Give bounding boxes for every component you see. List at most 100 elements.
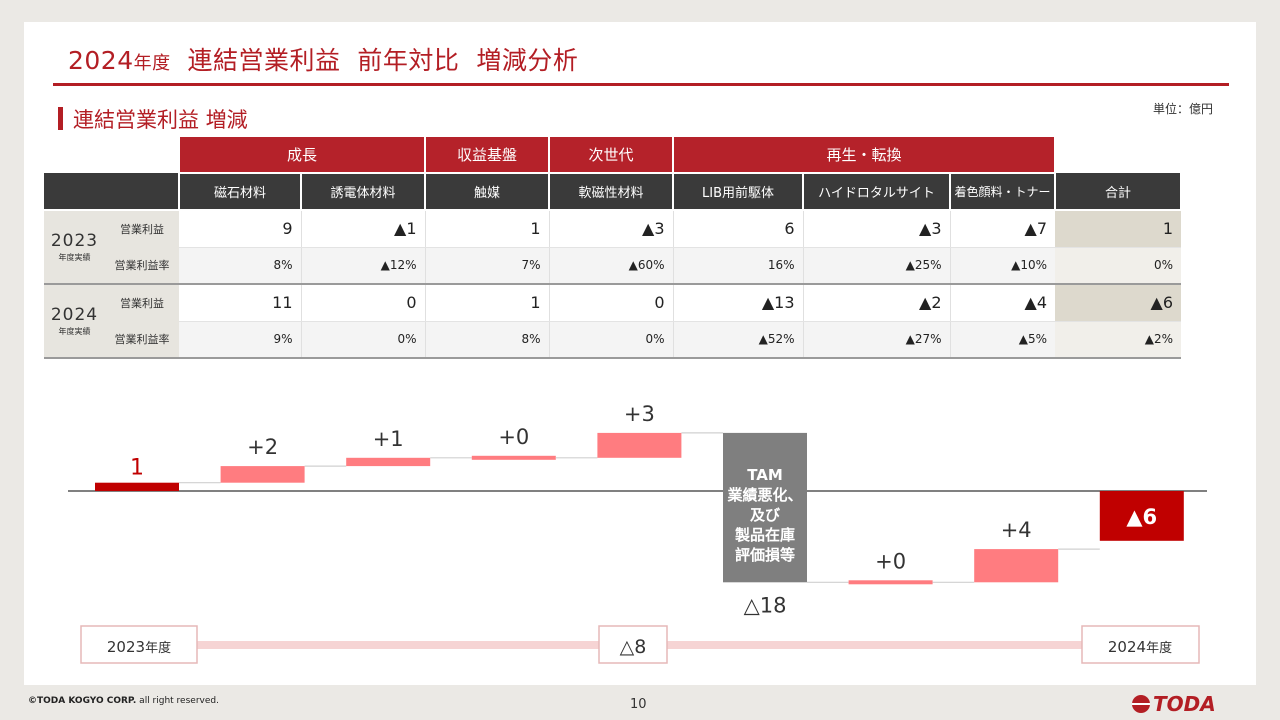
table-cell-total: 1 [1055, 210, 1182, 248]
column-header: 磁石材料 [178, 173, 302, 211]
table-cell: ▲5% [949, 321, 1056, 359]
table-cell: 8% [424, 321, 550, 359]
row-label: 営業利益率 [105, 247, 179, 285]
period-end-box [1081, 625, 1200, 664]
period-start-box [80, 625, 198, 664]
table-cell-total: 0% [1055, 247, 1182, 285]
section-heading: 連結営業利益 増減 [58, 104, 248, 134]
copyright-suffix: all right reserved. [136, 696, 219, 706]
table-cell: ▲1 [300, 210, 426, 248]
table-cell: 0 [548, 284, 674, 322]
bar-annotation: 及び [750, 506, 780, 524]
waterfall-bar [220, 466, 305, 483]
waterfall-bar [974, 549, 1059, 583]
bar-annotation: 製品在庫 [734, 526, 795, 544]
category-earnings-base: 収益基盤 [424, 135, 551, 174]
table-cell: 9% [179, 321, 301, 359]
column-header: 誘電体材料 [299, 173, 427, 211]
column-header: 触媒 [424, 173, 551, 211]
data-label: +0 [498, 425, 529, 449]
section-title: 連結営業利益 増減 [73, 108, 248, 132]
category-restructure: 再生・転換 [672, 135, 1057, 174]
bar-annotation: TAM [747, 466, 783, 484]
waterfall-bar [95, 482, 179, 491]
table-cell: 1 [424, 284, 550, 322]
row-label: 営業利益率 [105, 321, 179, 359]
data-label: +0 [875, 549, 906, 573]
title-year: 2024 [68, 46, 134, 75]
waterfall-bar [471, 455, 556, 460]
page-number: 10 [630, 697, 647, 712]
toda-logo: TODA [1132, 692, 1216, 716]
copyright: ©TODA KOGYO CORP. all right reserved. [28, 696, 219, 706]
data-label: +4 [1001, 518, 1032, 542]
waterfall-bar [1099, 491, 1184, 541]
waterfall-bar [848, 580, 933, 585]
data-label: 1 [130, 456, 144, 481]
column-header: 着色顔料・トナー [949, 173, 1057, 211]
change-box [598, 625, 668, 664]
table-cell: ▲60% [548, 247, 674, 285]
row-label: 営業利益 [105, 210, 179, 247]
waterfall-bar [723, 432, 807, 583]
waterfall-bar [346, 457, 431, 467]
copyright-company: ©TODA KOGYO CORP. [28, 696, 137, 706]
year-cell-2023: 2023 年度実績 [44, 210, 105, 285]
table-cell: ▲25% [802, 247, 951, 285]
table-cell: ▲10% [949, 247, 1056, 285]
table-cell: 0 [300, 284, 426, 322]
title-year-suffix: 年度 [133, 53, 171, 74]
year-label: 2023 [50, 231, 99, 251]
table-cell: ▲52% [672, 321, 804, 359]
table-cell: 16% [672, 247, 804, 285]
table-cell-total: ▲2% [1055, 321, 1182, 359]
table-cell: 11 [179, 284, 301, 322]
table-cell: ▲27% [802, 321, 951, 359]
table-cell: ▲3 [548, 210, 674, 248]
table-corner-right [1055, 136, 1182, 173]
category-growth: 成長 [177, 135, 427, 174]
column-header-total: 合計 [1054, 173, 1183, 211]
data-label: +3 [624, 402, 655, 426]
table-corner [44, 136, 179, 173]
row-label: 営業利益 [105, 284, 179, 321]
period-end-label: 2024年度 [1108, 638, 1172, 656]
table-cell-total: ▲6 [1055, 284, 1182, 322]
column-header: ハイドロタルサイト [802, 173, 952, 211]
year-label: 2024 [50, 305, 99, 325]
waterfall-bar [597, 432, 682, 458]
year-sublabel: 年度実績 [58, 253, 91, 262]
category-next-gen: 次世代 [548, 135, 675, 174]
unit-label: 単位：億円 [1153, 102, 1214, 116]
table-cell: ▲12% [300, 247, 426, 285]
year-cell-2024: 2024 年度実績 [44, 284, 105, 359]
change-label: △8 [620, 636, 647, 658]
table-cell: 6 [672, 210, 804, 248]
table-cell: 9 [179, 210, 301, 248]
kpi-table: 成長 収益基盤 次世代 再生・転換 磁石材料 誘電体材料 触媒 軟磁性材料 LI… [44, 135, 1183, 359]
table-cell: 7% [424, 247, 550, 285]
table-cell: ▲2 [802, 284, 951, 322]
table-cell: ▲7 [949, 210, 1056, 248]
data-label: +1 [373, 427, 404, 451]
table-cell: 0% [300, 321, 426, 359]
bar-annotation: 評価損等 [735, 546, 795, 564]
table-cell: 1 [424, 210, 550, 248]
table-cell: 8% [179, 247, 301, 285]
year-sublabel: 年度実績 [58, 327, 91, 336]
data-label: △18 [744, 593, 787, 617]
logo-mark-icon [1132, 695, 1150, 713]
table-cell: ▲13 [672, 284, 804, 322]
period-start-label: 2023年度 [107, 638, 171, 656]
table-cell: ▲3 [802, 210, 951, 248]
title-text: 連結営業利益 前年対比 増減分析 [187, 46, 579, 75]
section-marker [58, 107, 63, 130]
column-header: LIB用前駆体 [672, 173, 805, 211]
title-divider [53, 83, 1229, 86]
data-label: ▲6 [1126, 505, 1157, 529]
bar-annotation: 業績悪化、 [726, 486, 802, 504]
data-label: +2 [247, 435, 278, 459]
table-cell: ▲4 [949, 284, 1056, 322]
logo-text: TODA [1153, 692, 1216, 716]
